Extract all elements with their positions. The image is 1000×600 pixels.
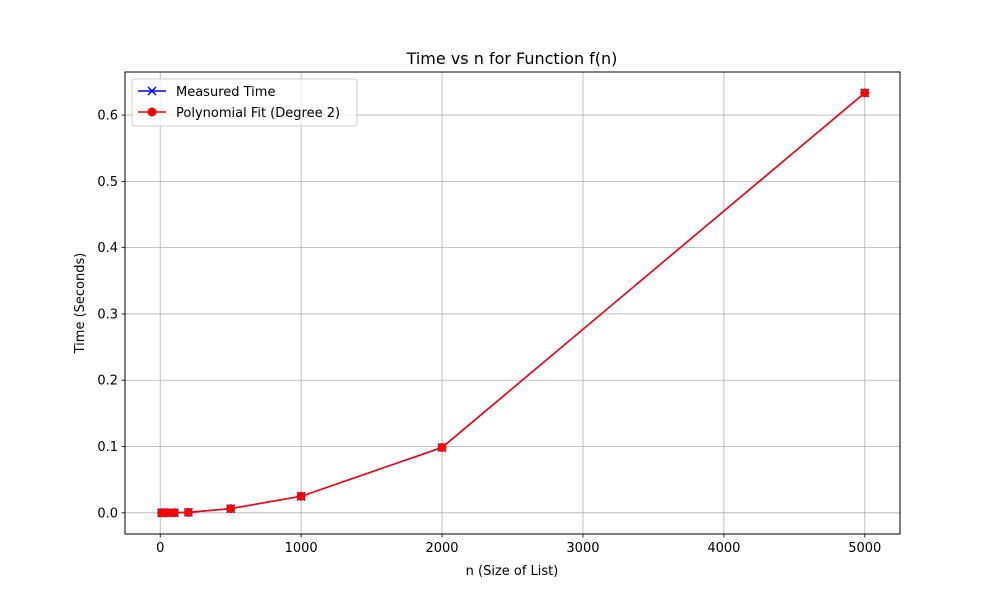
data-point-dot-marker bbox=[860, 88, 870, 98]
data-point-dot-marker bbox=[183, 507, 193, 517]
axis-ticks: 0 1000 2000 3000 4000 5000 0.0 0.1 0.2 0.3 0.4 0.5 0… bbox=[97, 109, 881, 556]
legend: Measured Time Polynomial Fit (Degree 2) bbox=[131, 78, 358, 127]
series-polynomial-fit bbox=[157, 88, 870, 518]
y-tick-label: 0.6 bbox=[97, 109, 118, 124]
legend-label-fit: Polynomial Fit (Degree 2) bbox=[176, 106, 340, 121]
legend-box bbox=[131, 78, 358, 127]
data-point-dot-marker bbox=[169, 508, 179, 518]
x-tick-label: 1000 bbox=[285, 541, 318, 556]
legend-marker-dot-icon bbox=[147, 107, 157, 117]
chart-title: Time vs n for Function f(n) bbox=[406, 49, 618, 68]
data-point-dot-marker bbox=[437, 442, 447, 452]
y-tick-label: 0.2 bbox=[97, 374, 118, 389]
x-tick-label: 4000 bbox=[707, 541, 740, 556]
x-tick-label: 5000 bbox=[848, 541, 881, 556]
x-tick-label: 0 bbox=[156, 541, 164, 556]
plot-area-frame bbox=[124, 71, 901, 535]
x-axis-label: n (Size of List) bbox=[466, 564, 559, 579]
y-tick-label: 0.0 bbox=[97, 506, 118, 521]
y-tick-label: 0.4 bbox=[97, 241, 118, 256]
series-layer bbox=[157, 88, 870, 518]
legend-marker-x-icon bbox=[147, 86, 157, 96]
data-point-dot-marker bbox=[226, 504, 236, 514]
y-tick-label: 0.3 bbox=[97, 307, 118, 322]
y-tick-label: 0.5 bbox=[97, 175, 118, 190]
y-tick-label: 0.1 bbox=[97, 440, 118, 455]
x-tick-label: 3000 bbox=[566, 541, 599, 556]
x-tick-label: 2000 bbox=[425, 541, 458, 556]
y-axis-label: Time (Seconds) bbox=[73, 253, 88, 355]
data-point-dot-marker bbox=[162, 508, 172, 518]
grid bbox=[125, 72, 900, 534]
data-point-dot-marker bbox=[296, 491, 306, 501]
legend-label-measured: Measured Time bbox=[176, 85, 275, 100]
